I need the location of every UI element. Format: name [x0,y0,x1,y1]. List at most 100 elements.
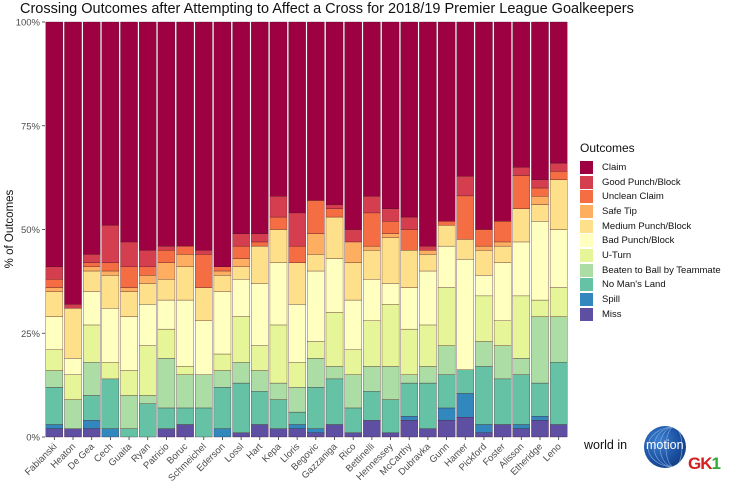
bar-segment-beaten-to-ball-by-teammate [213,370,232,388]
bar-segment-no-man-s-land [400,382,418,417]
bar-segment-safe-tip [381,233,400,238]
bar-segment-safe-tip [344,241,362,263]
bar-segment-beaten-to-ball-by-teammate [139,395,157,404]
bar-segment-claim [475,21,493,230]
bar-segment-bad-punch-block [288,304,306,363]
bar-segment-unclean-claim [549,171,568,180]
bar-segment-claim [288,21,306,214]
bar-segment-claim [139,21,157,251]
bar-segment-spill [400,416,418,421]
bar-segment-miss [400,420,418,438]
x-tick-label: Lossl [223,441,246,464]
bar-segment-u-turn [176,366,194,375]
bar-segment-u-turn [437,287,456,346]
bar-stack-rico [344,21,362,438]
bar-segment-good-punch-block [381,208,400,222]
bar-segment-medium-punch-block [493,245,512,263]
bar-segment-medium-punch-block [120,291,138,317]
bar-segment-bad-punch-block [269,262,288,326]
bar-segment-bad-punch-block [475,274,493,297]
bar-segment-miss [45,428,64,438]
legend-item-no-man-s-land: No Man's Land [580,278,721,293]
bar-segment-unclean-claim [512,175,530,209]
bar-segment-good-punch-block [251,233,269,243]
bar-segment-bad-punch-block [344,299,362,350]
bar-segment-no-man-s-land [139,403,157,438]
legend-item-unclean-claim: Unclean Claim [580,189,721,204]
bar-segment-spill [288,424,306,429]
bar-segment-medium-punch-block [157,279,176,301]
bar-segment-no-man-s-land [176,407,194,425]
bar-segment-medium-punch-block [344,262,362,301]
gk-text: GK [688,454,712,473]
legend-swatch [580,190,593,204]
bar-stack-hennessey [381,21,400,438]
bar-segment-miss [437,420,456,438]
bar-segment-medium-punch-block [101,274,120,309]
bar-segment-beaten-to-ball-by-teammate [400,374,418,384]
bar-segment-miss [64,428,82,438]
bar-segment-claim [64,21,82,305]
bar-segment-u-turn [325,312,344,367]
gk-digit: 1 [711,454,722,473]
bar-segment-good-punch-block [83,254,101,263]
bar-segment-claim [251,21,269,234]
bar-segment-safe-tip [157,262,176,280]
bar-stack-de gea [83,21,101,438]
bar-segment-good-punch-block [269,196,288,218]
bar-segment-bad-punch-block [456,258,474,370]
bar-stack-lloris [288,21,306,438]
bar-segment-no-man-s-land [251,391,269,425]
bar-segment-beaten-to-ball-by-teammate [512,357,530,375]
bar-segment-safe-tip [45,287,64,292]
bar-stack-dubravka [419,21,437,438]
bar-segment-spill [437,407,456,421]
bar-segment-no-man-s-land [344,407,362,434]
bar-segment-medium-punch-block [307,254,325,272]
bar-segment-no-man-s-land [101,378,120,429]
bar-segment-medium-punch-block [419,254,437,272]
bar-segment-claim [531,21,549,180]
bar-segment-unclean-claim [269,216,288,230]
legend-label: No Man's Land [602,279,666,291]
bar-segment-good-punch-block [512,167,530,176]
bar-segment-good-punch-block [45,266,64,280]
bar-segment-claim [363,21,381,197]
bar-segment-medium-punch-block [269,229,288,263]
bar-segment-beaten-to-ball-by-teammate [344,374,362,409]
bar-segment-good-punch-block [419,245,437,251]
bar-segment-claim [549,21,568,164]
bar-segment-medium-punch-block [195,287,213,321]
legend-swatch [580,293,593,307]
bar-segment-claim [101,21,120,226]
bar-segment-medium-punch-block [232,266,250,280]
bar-segment-spill [531,416,549,421]
bar-segment-unclean-claim [493,221,512,243]
bar-segment-medium-punch-block [139,283,157,305]
bar-segment-miss [325,424,344,438]
bar-segment-beaten-to-ball-by-teammate [120,395,138,429]
bar-segment-spill [83,420,101,429]
logo-text-motion: motion [646,438,684,452]
bar-stack-mccarthy [400,21,418,438]
bar-stack-ryan [139,21,157,438]
bar-segment-claim [45,21,64,268]
legend-swatch [580,263,593,277]
bar-segment-unclean-claim [531,187,549,197]
bar-segment-safe-tip [176,254,194,267]
bar-segment-unclean-claim [363,212,381,247]
bar-segment-unclean-claim [213,266,232,272]
bar-stack-bettinelli [363,21,381,438]
legend-item-claim: Claim [580,160,721,175]
x-tick-label: Kepa [260,441,284,465]
bar-segment-safe-tip [419,250,437,255]
bar-stack-pickford [475,21,493,438]
bar-segment-u-turn [531,299,549,317]
bar-segment-unclean-claim [381,221,400,234]
bar-segment-u-turn [512,295,530,359]
bar-segment-no-man-s-land [232,382,250,433]
legend-item-bad-punch-block: Bad Punch/Block [580,233,721,248]
bar-segment-medium-punch-block [475,250,493,276]
bar-stack-guaita [120,21,138,438]
y-tick-label: 50% [21,225,41,236]
